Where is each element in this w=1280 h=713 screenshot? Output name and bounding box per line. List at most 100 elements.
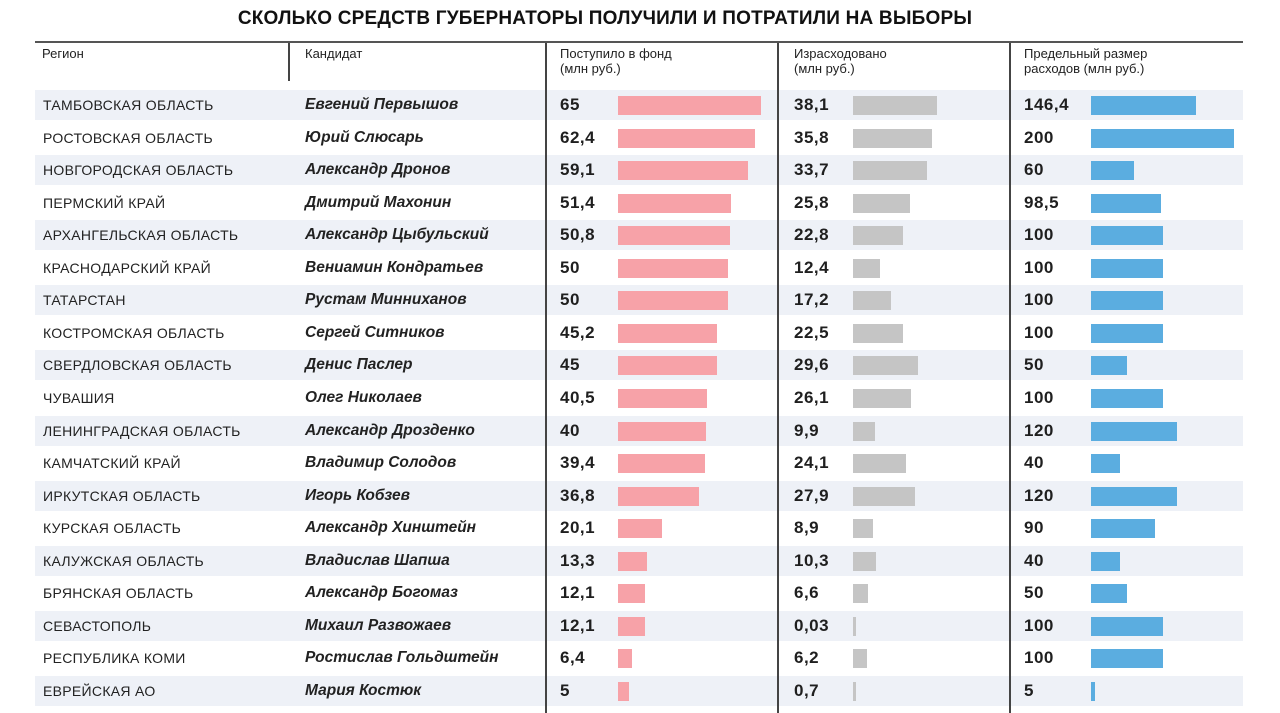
fund-value: 5 [560, 680, 570, 700]
region-label: КУРСКАЯ ОБЛАСТЬ [43, 520, 182, 537]
fund-value: 6,4 [560, 648, 586, 668]
region-label: РЕСПУБЛИКА КОМИ [43, 650, 186, 667]
spent-bar [853, 551, 876, 571]
spent-bar [853, 486, 915, 506]
limit-value: 100 [1024, 648, 1054, 668]
fund-value: 12,1 [560, 615, 596, 635]
spent-bar [853, 649, 867, 669]
fund-value: 12,1 [560, 583, 596, 603]
spent-value: 6,2 [794, 648, 820, 668]
limit-bar [1091, 421, 1177, 441]
spent-value: 33,7 [794, 160, 830, 180]
limit-bar [1091, 258, 1163, 278]
table-row: ИРКУТСКАЯ ОБЛАСТЬ Игорь Кобзев 36,8 27,9 120 [35, 480, 1243, 511]
header-top-rule [35, 41, 1243, 43]
fund-bar [618, 649, 633, 669]
limit-value: 120 [1024, 420, 1054, 440]
candidate-name: Игорь Кобзев [305, 486, 410, 504]
fund-value: 62,4 [560, 127, 596, 147]
fund-value: 59,1 [560, 160, 596, 180]
region-label: КАМЧАТСКИЙ КРАЙ [43, 455, 181, 472]
limit-value: 50 [1024, 355, 1044, 375]
limit-bar [1091, 128, 1234, 148]
limit-bar [1091, 519, 1156, 539]
limit-bar [1091, 96, 1196, 115]
fund-value: 50 [560, 290, 580, 310]
candidate-name: Сергей Ситников [305, 323, 445, 341]
fund-value: 45 [560, 355, 580, 375]
header-limit-line1: Предельный размер [1024, 46, 1148, 61]
candidate-name: Михаил Развожаев [305, 616, 452, 634]
table-row: ТАМБОВСКАЯ ОБЛАСТЬ Евгений Первышов 65 38,1… [35, 90, 1243, 120]
limit-value: 100 [1024, 257, 1054, 277]
header-fund: Поступило в фонд (млн руб.) [560, 46, 672, 76]
table-row: ПЕРМСКИЙ КРАЙ Дмитрий Махонин 51,4 25,8 98,5 [35, 188, 1243, 218]
fund-bar [618, 96, 761, 115]
column-divider-fund [545, 43, 547, 713]
fund-bar [618, 226, 730, 246]
candidate-name: Владислав Шапша [305, 551, 450, 569]
spent-value: 38,1 [794, 95, 830, 114]
spent-bar [853, 96, 937, 115]
limit-bar [1091, 616, 1163, 636]
fund-value: 51,4 [560, 192, 596, 212]
fund-bar [618, 323, 718, 343]
fund-bar [618, 584, 645, 604]
limit-bar [1091, 584, 1127, 604]
candidate-name: Дмитрий Махонин [305, 193, 452, 211]
spent-value: 29,6 [794, 355, 830, 375]
region-label: БРЯНСКАЯ ОБЛАСТЬ [43, 585, 194, 602]
fund-bar [618, 421, 706, 441]
header-limit: Предельный размер расходов (млн руб.) [1024, 46, 1147, 76]
table-row: СВЕРДЛОВСКАЯ ОБЛАСТЬ Денис Паслер 45 29,6 50 [35, 350, 1243, 381]
limit-value: 100 [1024, 225, 1054, 245]
region-label: ЕВРЕЙСКАЯ АО [43, 682, 156, 699]
spent-value: 17,2 [794, 290, 830, 310]
candidate-name: Мария Костюк [305, 681, 422, 699]
table-row: РОСТОВСКАЯ ОБЛАСТЬ Юрий Слюсарь 62,4 35,8 20… [35, 123, 1243, 153]
region-label: КОСТРОМСКАЯ ОБЛАСТЬ [43, 324, 225, 341]
limit-bar [1091, 388, 1163, 408]
column-divider-limit [1009, 43, 1011, 713]
fund-bar [618, 356, 717, 376]
spent-bar [853, 519, 873, 539]
region-label: КАЛУЖСКАЯ ОБЛАСТЬ [43, 552, 205, 569]
limit-value: 146,4 [1024, 95, 1070, 114]
region-label: ТАМБОВСКАЯ ОБЛАСТЬ [43, 97, 214, 113]
fund-bar [618, 486, 699, 506]
limit-bar [1091, 161, 1134, 181]
spent-bar [853, 193, 910, 213]
limit-bar [1091, 486, 1177, 506]
header-region: Регион [42, 46, 84, 61]
fund-bar [618, 519, 663, 539]
table-row: КАМЧАТСКИЙ КРАЙ Владимир Солодов 39,4 24,1 4… [35, 448, 1243, 478]
spent-bar [853, 584, 868, 604]
fund-bar [618, 291, 728, 311]
spent-value: 10,3 [794, 550, 830, 570]
table-row: СЕВАСТОПОЛЬ Михаил Развожаев 12,1 0,03 100 [35, 610, 1243, 641]
limit-value: 100 [1024, 615, 1054, 635]
header-fund-line2: (млн руб.) [560, 61, 621, 76]
candidate-name: Ростислав Гольдштейн [305, 649, 499, 667]
limit-bar [1091, 291, 1163, 311]
limit-bar [1091, 356, 1127, 376]
candidate-name: Рустам Минниханов [305, 291, 467, 309]
fund-bar [618, 454, 705, 474]
fund-value: 13,3 [560, 550, 596, 570]
fund-value: 50,8 [560, 225, 596, 245]
fund-bar [618, 681, 629, 701]
fund-value: 40,5 [560, 387, 596, 407]
spent-value: 26,1 [794, 387, 830, 407]
table-row: КРАСНОДАРСКИЙ КРАЙ Вениамин Кондратьев 50 1… [35, 253, 1243, 283]
candidate-name: Денис Паслер [305, 356, 413, 374]
limit-value: 40 [1024, 550, 1044, 570]
candidate-name: Александр Богомаз [305, 584, 458, 602]
header-fund-line1: Поступило в фонд [560, 46, 672, 61]
limit-value: 98,5 [1024, 192, 1060, 212]
table-row: БРЯНСКАЯ ОБЛАСТЬ Александр Богомаз 12,1 6,6… [35, 578, 1243, 608]
region-label: СВЕРДЛОВСКАЯ ОБЛАСТЬ [43, 357, 232, 374]
table-row: КОСТРОМСКАЯ ОБЛАСТЬ Сергей Ситников 45,2 22… [35, 318, 1243, 348]
candidate-name: Александр Дронов [305, 161, 451, 179]
spent-bar [853, 161, 928, 181]
fund-value: 45,2 [560, 322, 596, 342]
